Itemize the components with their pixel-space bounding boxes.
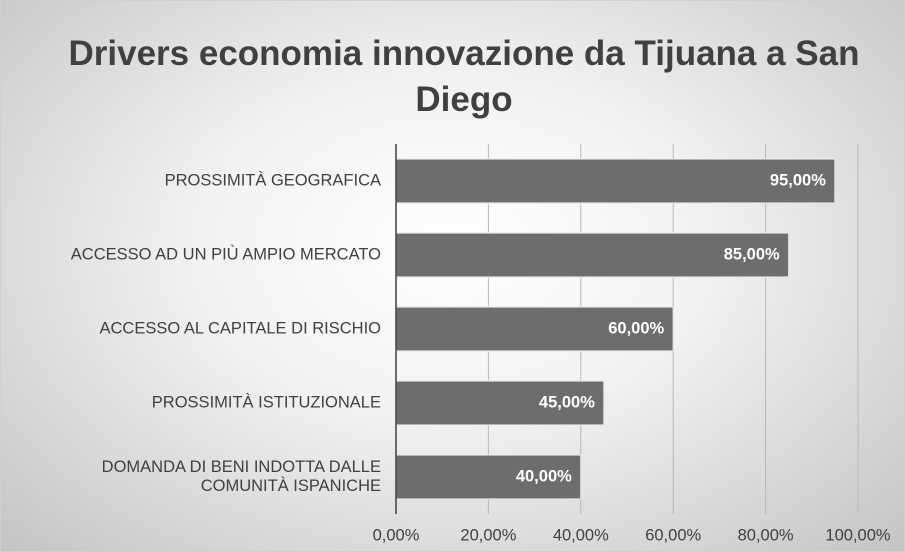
bar <box>395 454 582 500</box>
y-tick-label: DOMANDA DI BENI INDOTTA DALLE COMUNITÀ I… <box>101 458 381 495</box>
bar <box>395 380 605 426</box>
x-tick-label: 80,00% <box>738 526 794 544</box>
y-tick-label: ACCESSO AL CAPITALE DI RISCHIO <box>99 319 382 338</box>
value-label: 85,00% <box>724 245 780 263</box>
chart-title: Drivers economia innovazione da Tijuana … <box>68 34 860 119</box>
bar <box>395 158 836 204</box>
y-tick-label: PROSSIMITÀ ISTITUZIONALE <box>151 393 381 412</box>
x-tick-label: 40,00% <box>553 526 609 544</box>
y-tick-label: PROSSIMITÀ GEOGRAFICA <box>164 171 381 190</box>
y-tick-label: ACCESSO AD UN PIÙ AMPIO MERCATO <box>70 245 381 264</box>
x-tick-label: 0,00% <box>373 526 420 544</box>
value-label: 40,00% <box>516 467 572 485</box>
value-label: 45,00% <box>539 393 595 411</box>
value-label: 95,00% <box>770 171 826 189</box>
x-tick-label: 60,00% <box>645 526 701 544</box>
x-tick-label: 100,00% <box>825 526 890 544</box>
bar <box>395 232 790 278</box>
x-tick-label: 20,00% <box>460 526 516 544</box>
bar <box>395 306 674 352</box>
value-label: 60,00% <box>608 319 664 337</box>
